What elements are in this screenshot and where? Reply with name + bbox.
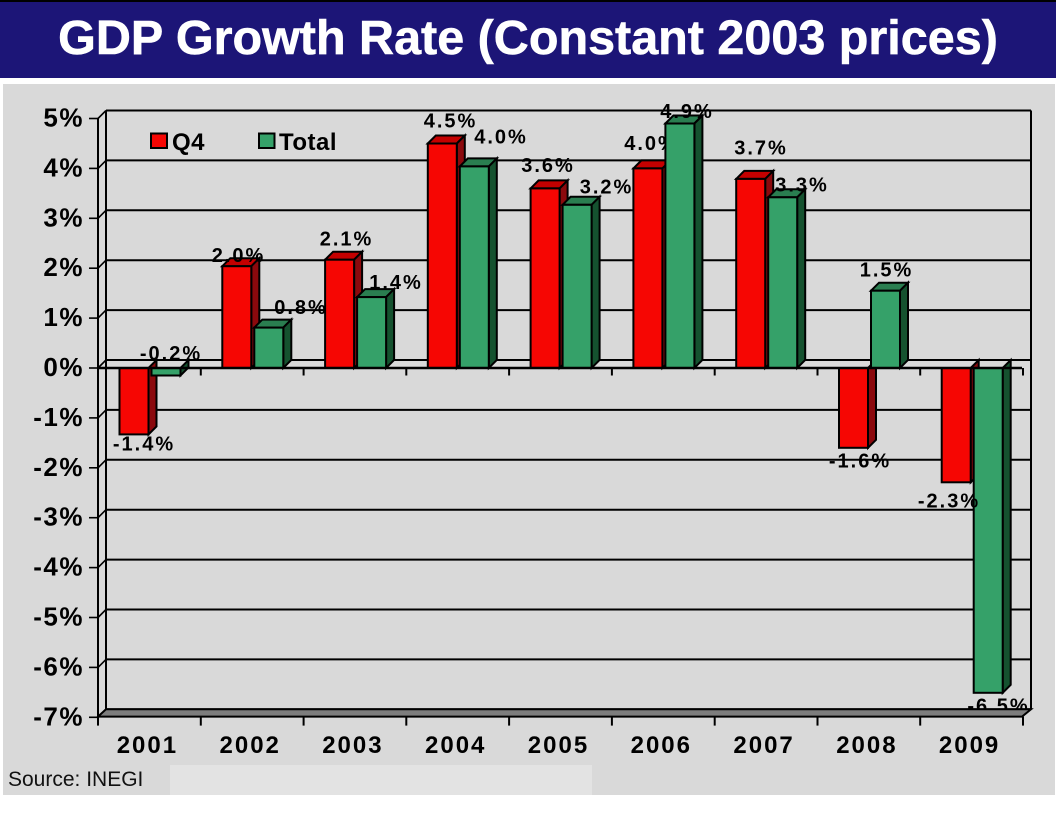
svg-text:5%: 5% (43, 103, 84, 133)
svg-text:2009: 2009 (939, 732, 1000, 759)
svg-text:-6%: -6% (33, 651, 84, 681)
svg-text:4%: 4% (43, 152, 84, 182)
svg-text:-1.4%: -1.4% (113, 434, 175, 456)
svg-text:2007: 2007 (733, 732, 794, 759)
svg-text:4.5%: 4.5% (424, 111, 478, 133)
svg-text:4.0%: 4.0% (624, 133, 678, 155)
svg-text:1%: 1% (43, 302, 84, 332)
svg-text:2005: 2005 (528, 732, 589, 759)
svg-text:1.4%: 1.4% (369, 272, 423, 294)
svg-text:2004: 2004 (425, 732, 486, 759)
svg-text:-7%: -7% (33, 701, 84, 731)
svg-text:-3%: -3% (33, 502, 84, 532)
svg-text:3.7%: 3.7% (734, 138, 788, 160)
svg-text:-0.2%: -0.2% (140, 343, 202, 365)
svg-text:-5%: -5% (33, 602, 84, 632)
svg-text:-4%: -4% (33, 552, 84, 582)
svg-text:2%: 2% (43, 252, 84, 282)
svg-text:3.2%: 3.2% (580, 177, 634, 199)
svg-text:0%: 0% (43, 352, 84, 382)
svg-text:0.8%: 0.8% (274, 297, 328, 319)
svg-text:-1%: -1% (33, 402, 84, 432)
svg-text:4.0%: 4.0% (474, 127, 528, 149)
svg-text:2.1%: 2.1% (320, 229, 374, 251)
svg-text:3%: 3% (43, 202, 84, 232)
svg-text:2002: 2002 (220, 732, 281, 759)
svg-text:2.0%: 2.0% (212, 245, 266, 267)
svg-text:-2%: -2% (33, 452, 84, 482)
svg-text:2001: 2001 (117, 732, 178, 759)
svg-text:1.5%: 1.5% (860, 260, 914, 282)
svg-text:3.6%: 3.6% (521, 155, 575, 177)
svg-text:4.9%: 4.9% (660, 101, 714, 123)
svg-text:Q4: Q4 (172, 129, 205, 156)
svg-text:2006: 2006 (631, 732, 692, 759)
svg-text:-2.3%: -2.3% (918, 491, 980, 513)
svg-text:3.3%: 3.3% (775, 175, 829, 197)
svg-text:Total: Total (279, 129, 337, 156)
svg-text:-1.6%: -1.6% (829, 451, 891, 473)
svg-text:2008: 2008 (836, 732, 897, 759)
svg-text:2003: 2003 (322, 732, 383, 759)
